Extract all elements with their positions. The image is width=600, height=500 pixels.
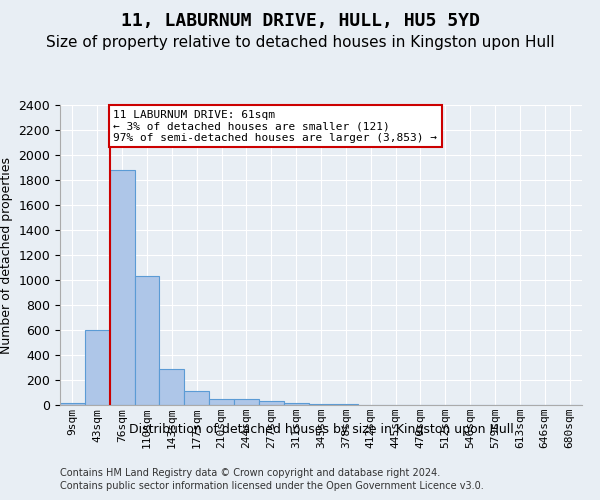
Bar xyxy=(184,390,209,405)
Bar xyxy=(85,330,110,405)
Bar xyxy=(134,276,160,405)
Text: Size of property relative to detached houses in Kingston upon Hull: Size of property relative to detached ho… xyxy=(46,35,554,50)
Text: Contains HM Land Registry data © Crown copyright and database right 2024.: Contains HM Land Registry data © Crown c… xyxy=(60,468,440,477)
Bar xyxy=(234,400,259,405)
Bar xyxy=(60,402,85,405)
Bar xyxy=(259,401,284,405)
Bar xyxy=(110,170,134,405)
Bar xyxy=(334,404,358,405)
Bar xyxy=(160,369,184,405)
Bar xyxy=(284,402,308,405)
Bar xyxy=(209,399,234,405)
Y-axis label: Number of detached properties: Number of detached properties xyxy=(0,156,13,354)
Text: Distribution of detached houses by size in Kingston upon Hull: Distribution of detached houses by size … xyxy=(128,422,514,436)
Text: 11, LABURNUM DRIVE, HULL, HU5 5YD: 11, LABURNUM DRIVE, HULL, HU5 5YD xyxy=(121,12,479,30)
Text: Contains public sector information licensed under the Open Government Licence v3: Contains public sector information licen… xyxy=(60,481,484,491)
Bar xyxy=(308,404,334,405)
Text: 11 LABURNUM DRIVE: 61sqm
← 3% of detached houses are smaller (121)
97% of semi-d: 11 LABURNUM DRIVE: 61sqm ← 3% of detache… xyxy=(113,110,437,142)
